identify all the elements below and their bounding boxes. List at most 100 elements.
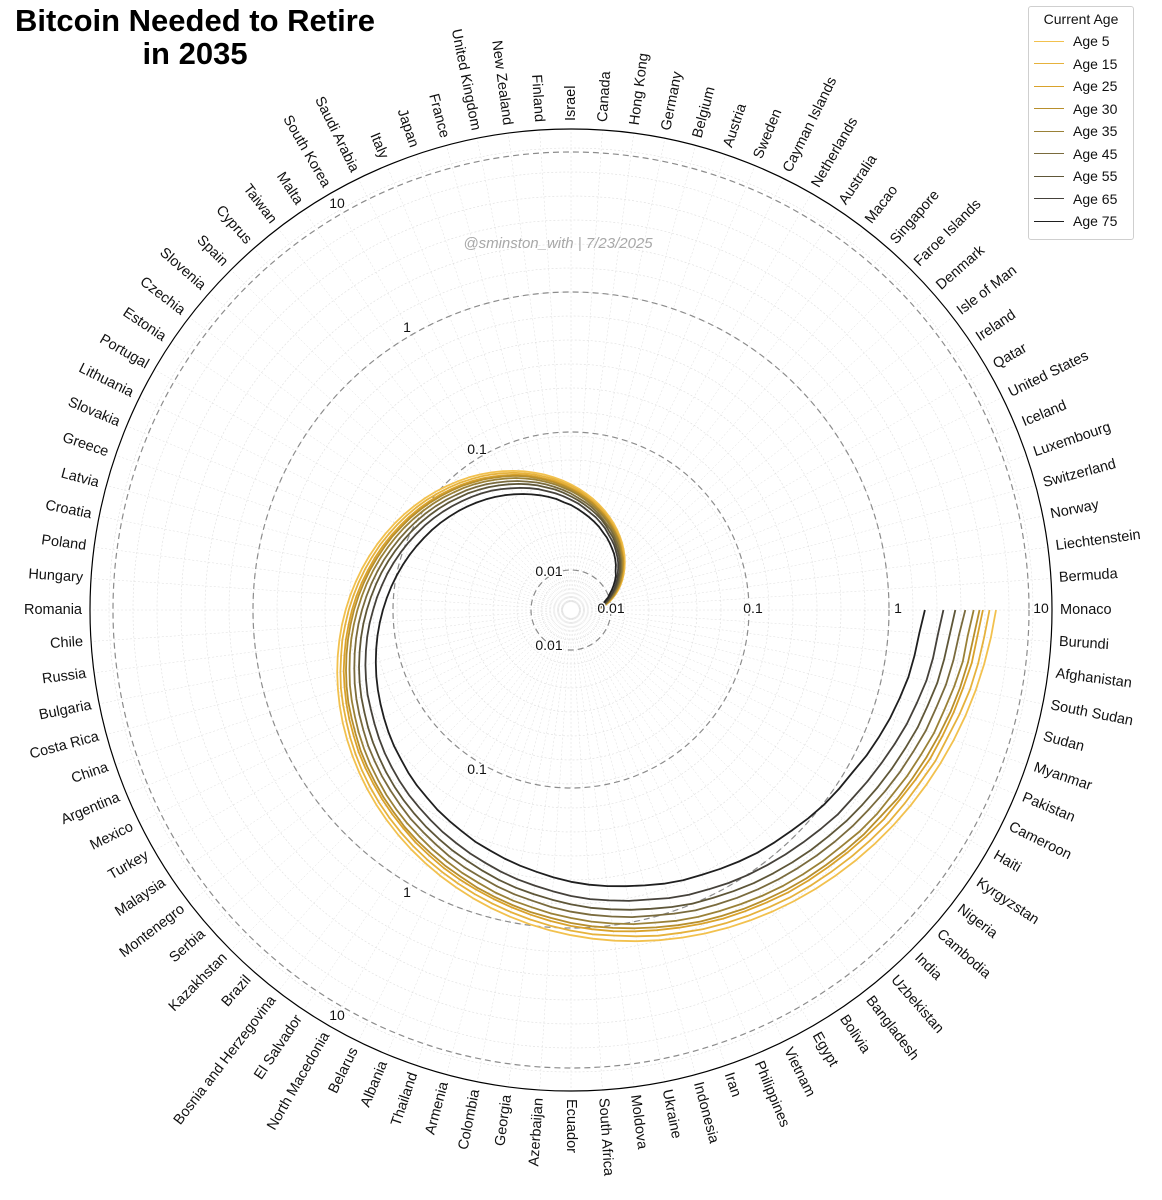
legend-items: Age 5 Age 15 Age 25 Age 30 Age 35 Age 45 Age 5… xyxy=(1029,30,1133,233)
spoke-line xyxy=(106,485,564,609)
country-label-liechtenstein: Liechtenstein xyxy=(1055,527,1142,554)
country-label-slovakia: Slovakia xyxy=(66,394,124,430)
country-label-sudan: Sudan xyxy=(1041,729,1086,755)
country-label-costa-rica: Costa Rica xyxy=(28,728,102,762)
spoke-line xyxy=(576,292,933,605)
legend-title: Current Age xyxy=(1043,11,1119,27)
spoke-line xyxy=(578,425,1016,608)
country-label-serbia: Serbia xyxy=(166,926,209,966)
country-labels: Monaco Bermuda Liechtenstein Norway Switzerl… xyxy=(24,28,1142,1178)
spoke-line xyxy=(358,178,568,603)
spoke-line xyxy=(578,611,1043,705)
spoke-line xyxy=(277,228,567,604)
spoke-line xyxy=(115,455,564,608)
country-label-indonesia: Indonesia xyxy=(690,1080,722,1146)
chart-title-line-1: Bitcoin Needed to Retire xyxy=(15,3,375,38)
spoke-line xyxy=(539,130,571,603)
legend-item-age-75: Age 75 xyxy=(1029,210,1133,233)
country-label-italy: Italy xyxy=(366,130,391,161)
country-label-spain: Spain xyxy=(193,232,231,270)
spoke-line xyxy=(446,617,570,1075)
spoke-line xyxy=(99,515,564,609)
spoke-line xyxy=(574,193,812,604)
spoke-line xyxy=(303,616,567,1011)
spoke-line xyxy=(575,616,839,1011)
country-label-finland: Finland xyxy=(528,74,547,123)
spoke-line xyxy=(91,610,564,642)
spoke-line xyxy=(576,615,933,928)
country-label-japan: Japan xyxy=(394,107,422,150)
country-label-south-sudan: South Sudan xyxy=(1049,697,1134,729)
angular-gridlines xyxy=(90,129,1052,1091)
spoke-line xyxy=(576,248,889,605)
spoke-line xyxy=(106,611,564,735)
spoke-line xyxy=(578,515,1043,609)
spoke-line xyxy=(574,616,812,1027)
spoke-line xyxy=(126,612,564,795)
country-label-brazil: Brazil xyxy=(219,972,255,1010)
legend-item-age-5: Age 5 xyxy=(1029,30,1133,53)
country-label-lithuania: Lithuania xyxy=(76,360,137,401)
spoke-line xyxy=(230,615,566,951)
spoke-line xyxy=(578,611,1036,735)
country-label-germany: Germany xyxy=(658,70,685,132)
spoke-line xyxy=(572,617,666,1082)
country-label-macao: Macao xyxy=(862,183,901,227)
spoke-line xyxy=(507,133,571,603)
spoke-line xyxy=(386,617,569,1055)
country-label-thailand: Thailand xyxy=(388,1070,421,1128)
country-label-qatar: Qatar xyxy=(990,340,1030,372)
ring-0.01 xyxy=(530,569,612,651)
spoke-line xyxy=(578,612,1016,795)
series-line-age-30 xyxy=(345,475,981,930)
country-label-burundi: Burundi xyxy=(1058,634,1109,653)
spoke-line xyxy=(303,209,567,604)
country-label-armenia: Armenia xyxy=(423,1079,453,1136)
spoke-line xyxy=(578,455,1027,608)
country-label-france: France xyxy=(425,92,452,140)
ring-label-10: 10 xyxy=(329,195,345,211)
country-label-romania: Romania xyxy=(24,602,83,618)
spoke-line xyxy=(576,615,889,972)
legend-label: Age 15 xyxy=(1073,55,1118,72)
legend-label: Age 5 xyxy=(1073,33,1110,50)
legend: Current Age Age 5 Age 15 Age 25 Age 30 Age 3… xyxy=(1028,6,1134,240)
legend-label: Age 65 xyxy=(1073,190,1118,207)
ring-label-10: 10 xyxy=(329,1007,345,1023)
legend-item-age-15: Age 15 xyxy=(1029,53,1133,76)
spoke-line xyxy=(577,316,953,606)
country-label-hungary: Hungary xyxy=(28,566,84,586)
spoke-line xyxy=(115,612,564,765)
legend-item-age-45: Age 45 xyxy=(1029,143,1133,166)
spoke-line xyxy=(189,614,565,904)
spoke-line xyxy=(209,292,566,605)
legend-swatch xyxy=(1034,85,1064,87)
spoke-line xyxy=(507,617,571,1087)
country-label-haiti: Haiti xyxy=(991,847,1024,875)
spoke-line xyxy=(577,613,988,851)
spoke-line xyxy=(578,578,1051,610)
country-label-hong-kong: Hong Kong xyxy=(627,52,652,126)
country-label-croatia: Croatia xyxy=(44,497,94,522)
spoke-line xyxy=(416,154,569,603)
legend-item-age-30: Age 30 xyxy=(1029,98,1133,121)
spoke-line xyxy=(577,614,953,904)
series-line-age-35 xyxy=(348,477,975,925)
country-label-argentina: Argentina xyxy=(59,789,123,828)
spoke-line xyxy=(91,578,564,610)
country-label-myanmar: Myanmar xyxy=(1032,759,1095,794)
legend-label: Age 75 xyxy=(1073,213,1118,230)
series-line-age-45 xyxy=(353,480,967,918)
legend-swatch xyxy=(1034,198,1064,200)
country-label-vietnam: Vietnam xyxy=(780,1045,818,1100)
spoke-line xyxy=(253,615,566,972)
legend-label: Age 25 xyxy=(1073,78,1118,95)
spoke-line xyxy=(574,178,784,603)
legend-swatch xyxy=(1034,220,1064,222)
spoke-line xyxy=(126,425,564,608)
ring-label-0.01: 0.01 xyxy=(535,637,562,653)
spoke-line xyxy=(277,616,567,992)
spoke-line xyxy=(573,165,756,603)
legend-swatch xyxy=(1034,175,1064,177)
country-label-malta: Malta xyxy=(273,169,307,208)
